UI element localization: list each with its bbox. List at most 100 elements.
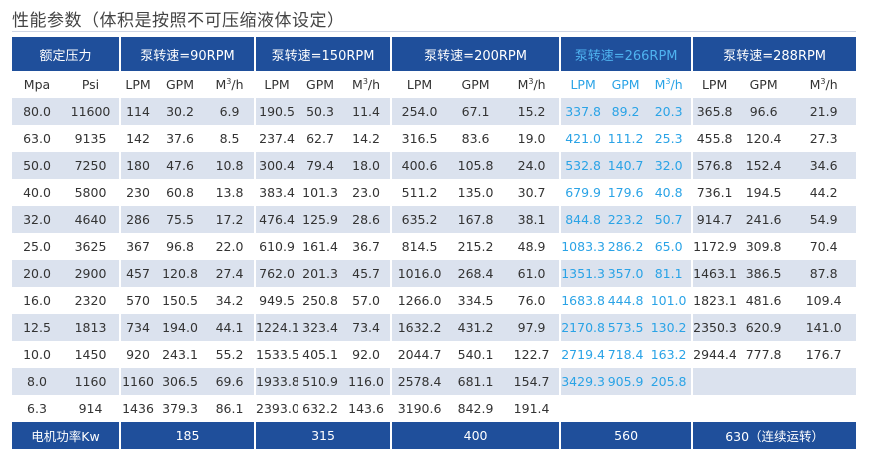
cell-gpm-288 xyxy=(736,368,792,395)
cell-m3h-266: 40.8 xyxy=(646,179,692,206)
cell-gpm-200: 681.1 xyxy=(447,368,505,395)
cell-lpm-266: 2170.8 xyxy=(559,314,606,341)
cell-m3h-288: 27.3 xyxy=(791,125,857,152)
cell-gpm-266: 111.2 xyxy=(605,125,647,152)
cell-lpm-200: 1016.0 xyxy=(390,260,448,287)
cell-gpm-266: 179.6 xyxy=(605,179,647,206)
cell-m3h-200: 76.0 xyxy=(504,287,560,314)
cell-gpm-200: 334.5 xyxy=(447,287,505,314)
rated-pressure-header: 额定压力 xyxy=(12,37,120,71)
table-row: 50.0 7250 180 47.6 10.8 300.4 79.4 18.0 400.6 105… xyxy=(12,152,857,179)
unit-m3h: M3/h xyxy=(342,71,391,98)
cell-m3h-150: 143.6 xyxy=(342,395,391,422)
unit-lpm: LPM xyxy=(559,71,606,98)
table-row: 63.0 9135 142 37.6 8.5 237.4 62.7 14.2 316.5 83.6… xyxy=(12,125,857,152)
cell-m3h-150: 92.0 xyxy=(342,341,391,368)
unit-m3h: M3/h xyxy=(646,71,692,98)
motor-power-label: 电机功率Kw xyxy=(12,422,120,449)
cell-lpm-288: 736.1 xyxy=(691,179,737,206)
cell-gpm-266: 357.0 xyxy=(605,260,647,287)
cell-lpm-150: 1224.1 xyxy=(254,314,299,341)
cell-gpm-150: 201.3 xyxy=(298,260,343,287)
cell-lpm-266: 679.9 xyxy=(559,179,606,206)
cell-m3h-266: 50.7 xyxy=(646,206,692,233)
title-divider xyxy=(12,31,856,32)
cell-m3h-266: 101.0 xyxy=(646,287,692,314)
cell-m3h-288 xyxy=(791,395,857,422)
cell-gpm-90: 37.6 xyxy=(155,125,206,152)
cell-gpm-288: 481.6 xyxy=(736,287,792,314)
cell-m3h-90: 10.8 xyxy=(205,152,255,179)
cell-lpm-266: 1083.3 xyxy=(559,233,606,260)
cell-lpm-150: 383.4 xyxy=(254,179,299,206)
table-row: 6.3 914 1436 379.3 86.1 2393.0 632.2 143.6 3190.… xyxy=(12,395,857,422)
cell-lpm-266: 2719.4 xyxy=(559,341,606,368)
unit-gpm: GPM xyxy=(605,71,647,98)
unit-m3h: M3/h xyxy=(791,71,857,98)
table-row: 8.0 1160 1160 306.5 69.6 1933.8 510.9 116.0 2578… xyxy=(12,368,857,395)
table-row: 32.0 4640 286 75.5 17.2 476.4 125.9 28.6 635.2 16… xyxy=(12,206,857,233)
motor-power-90: 185 xyxy=(119,422,255,449)
units-row: Mpa Psi LPM GPM M3/h LPM GPM M3/h LPM GP… xyxy=(12,71,857,98)
table-row: 40.0 5800 230 60.8 13.8 383.4 101.3 23.0 511.2 13… xyxy=(12,179,857,206)
cell-m3h-90: 86.1 xyxy=(205,395,255,422)
cell-lpm-288: 1463.1 xyxy=(691,260,737,287)
cell-lpm-200: 3190.6 xyxy=(390,395,448,422)
cell-psi: 2900 xyxy=(62,260,120,287)
cell-lpm-288: 1823.1 xyxy=(691,287,737,314)
cell-lpm-200: 511.2 xyxy=(390,179,448,206)
cell-gpm-200: 83.6 xyxy=(447,125,505,152)
cell-m3h-266: 25.3 xyxy=(646,125,692,152)
cell-m3h-90: 44.1 xyxy=(205,314,255,341)
table-row: 10.0 1450 920 243.1 55.2 1533.5 405.1 92.0 2044.… xyxy=(12,341,857,368)
cell-m3h-266: 130.2 xyxy=(646,314,692,341)
cell-gpm-266: 905.9 xyxy=(605,368,647,395)
cell-m3h-150: 73.4 xyxy=(342,314,391,341)
header-group-row: 额定压力 泵转速=90RPM 泵转速=150RPM 泵转速=200RPM 泵转速… xyxy=(12,37,857,71)
cell-gpm-90: 120.8 xyxy=(155,260,206,287)
cell-m3h-90: 55.2 xyxy=(205,341,255,368)
cell-gpm-200: 215.2 xyxy=(447,233,505,260)
cell-m3h-266: 205.8 xyxy=(646,368,692,395)
rpm-288-header: 泵转速=288RPM xyxy=(691,37,857,71)
cell-m3h-288: 54.9 xyxy=(791,206,857,233)
cell-gpm-150: 125.9 xyxy=(298,206,343,233)
cell-lpm-150: 2393.0 xyxy=(254,395,299,422)
unit-gpm: GPM xyxy=(298,71,343,98)
cell-lpm-266: 844.8 xyxy=(559,206,606,233)
cell-mpa: 40.0 xyxy=(12,179,62,206)
unit-gpm: GPM xyxy=(447,71,505,98)
unit-lpm: LPM xyxy=(119,71,156,98)
cell-gpm-150: 250.8 xyxy=(298,287,343,314)
unit-psi: Psi xyxy=(62,71,120,98)
cell-gpm-200: 135.0 xyxy=(447,179,505,206)
cell-psi: 9135 xyxy=(62,125,120,152)
cell-m3h-200: 15.2 xyxy=(504,98,560,125)
cell-m3h-266: 163.2 xyxy=(646,341,692,368)
cell-psi: 1160 xyxy=(62,368,120,395)
cell-lpm-266: 3429.3 xyxy=(559,368,606,395)
cell-m3h-150: 23.0 xyxy=(342,179,391,206)
cell-m3h-200: 191.4 xyxy=(504,395,560,422)
cell-lpm-200: 316.5 xyxy=(390,125,448,152)
cell-gpm-150: 101.3 xyxy=(298,179,343,206)
cell-m3h-150: 14.2 xyxy=(342,125,391,152)
cell-lpm-266: 1683.8 xyxy=(559,287,606,314)
cell-lpm-266 xyxy=(559,395,606,422)
cell-m3h-200: 154.7 xyxy=(504,368,560,395)
cell-lpm-150: 1533.5 xyxy=(254,341,299,368)
cell-gpm-90: 47.6 xyxy=(155,152,206,179)
cell-lpm-266: 532.8 xyxy=(559,152,606,179)
cell-lpm-90: 367 xyxy=(119,233,156,260)
cell-m3h-200: 122.7 xyxy=(504,341,560,368)
cell-gpm-266: 140.7 xyxy=(605,152,647,179)
cell-m3h-200: 38.1 xyxy=(504,206,560,233)
cell-m3h-288: 70.4 xyxy=(791,233,857,260)
cell-gpm-200: 167.8 xyxy=(447,206,505,233)
cell-gpm-90: 306.5 xyxy=(155,368,206,395)
cell-m3h-90: 8.5 xyxy=(205,125,255,152)
cell-m3h-90: 27.4 xyxy=(205,260,255,287)
cell-gpm-288: 96.6 xyxy=(736,98,792,125)
cell-psi: 1813 xyxy=(62,314,120,341)
cell-gpm-266: 223.2 xyxy=(605,206,647,233)
